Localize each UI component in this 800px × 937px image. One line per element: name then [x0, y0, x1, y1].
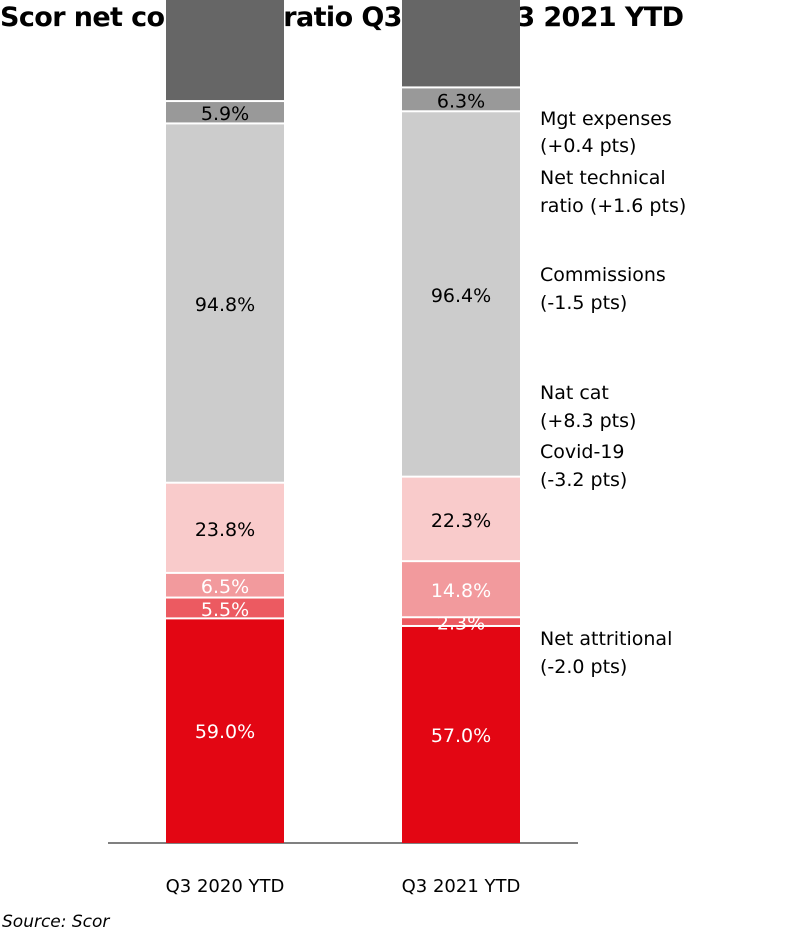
legend-label: ratio (+1.6 pts) — [540, 195, 686, 217]
legend-label: Net attritional — [540, 628, 672, 650]
data-label: 2.3% — [437, 613, 485, 635]
data-label: 22.3% — [431, 510, 491, 532]
data-label: 59.0% — [195, 721, 255, 743]
bar-segment-commissions — [402, 477, 520, 561]
bar-segment-nat-cat — [166, 573, 284, 597]
bar-segment-net-attritional — [402, 626, 520, 843]
data-label: 96.4% — [431, 285, 491, 307]
data-label: 5.5% — [201, 599, 249, 621]
legend-label: Covid-19 — [540, 441, 625, 463]
category-label: Q3 2021 YTD — [402, 876, 521, 897]
legend-label: (-2.0 pts) — [540, 656, 627, 678]
legend-label: (-1.5 pts) — [540, 292, 627, 314]
bar-segment-net-attritional — [166, 619, 284, 843]
data-label: 5.9% — [201, 103, 249, 125]
category-label: Q3 2020 YTD — [166, 876, 285, 897]
data-label: 57.0% — [431, 725, 491, 747]
legend-label: (+8.3 pts) — [540, 410, 636, 432]
bar-segment-covid-19 — [166, 598, 284, 618]
bar-segment-net-combined-ratio — [402, 0, 520, 87]
bar-segment-net-technical-ratio — [166, 124, 284, 482]
legend-label: (+0.4 pts) — [540, 135, 636, 157]
bar-segment-net-technical-ratio — [402, 112, 520, 476]
bar-segment-nat-cat — [402, 562, 520, 617]
data-label: 94.8% — [195, 294, 255, 316]
bar-segment-net-combined-ratio — [166, 0, 284, 101]
data-label: 6.5% — [201, 576, 249, 598]
legend-label: (-3.2 pts) — [540, 469, 627, 491]
legend-label: Net technical — [540, 167, 666, 189]
legend-label: Nat cat — [540, 382, 609, 404]
legend-label: Commissions — [540, 264, 666, 286]
data-label: 23.8% — [195, 519, 255, 541]
bar-segment-mgt-expenses — [166, 102, 284, 123]
data-label: 14.8% — [431, 580, 491, 602]
bar-segment-mgt-expenses — [402, 88, 520, 111]
chart-title: Scor net combined ratio Q3 2020-Q3 2021 … — [0, 2, 684, 33]
source-note: Source: Scor — [2, 912, 110, 932]
bar-segment-commissions — [166, 483, 284, 572]
bar-segment-covid-19 — [402, 618, 520, 625]
legend-label: Mgt expenses — [540, 108, 672, 130]
data-label: 6.3% — [437, 90, 485, 112]
